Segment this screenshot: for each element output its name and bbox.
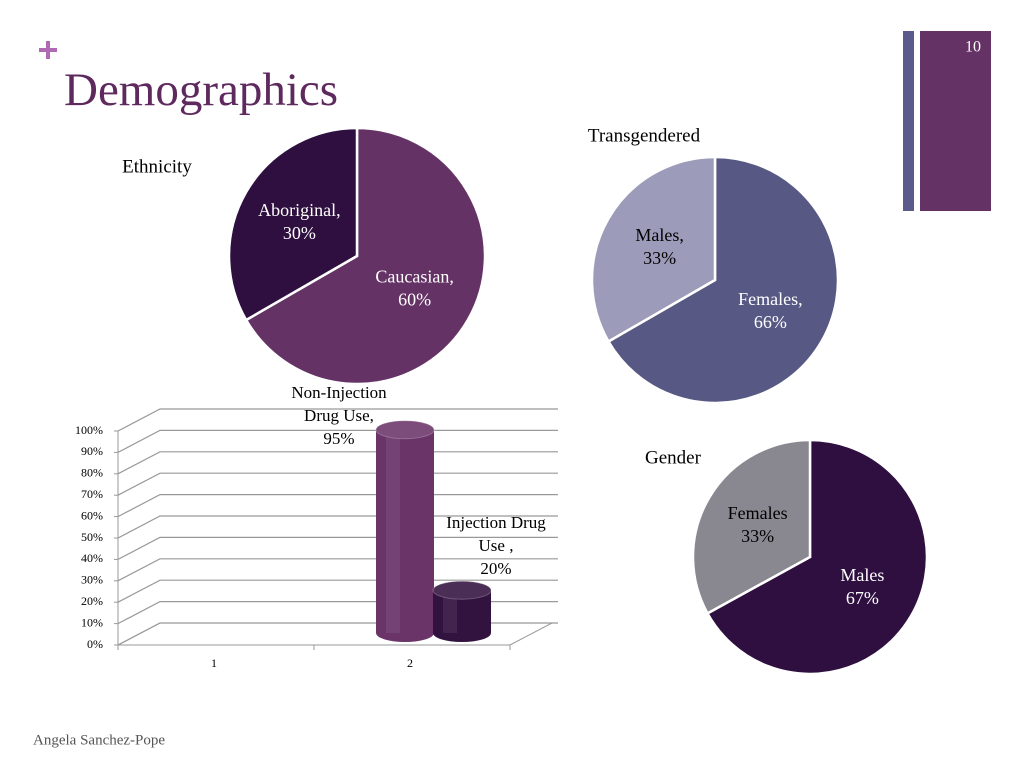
y-tick-label: 60% — [81, 508, 103, 522]
bar-top-shade — [376, 420, 434, 439]
series-name-label: Non-Injection Drug Use, — [291, 383, 387, 425]
slice-value-label: 33% — [741, 526, 774, 546]
footer: Angela Sanchez-Pope — [33, 732, 165, 748]
pie-slice — [606, 155, 840, 405]
bar-top — [432, 580, 492, 600]
slice-category-label: Males, — [635, 225, 684, 245]
slide-number: 10 — [965, 39, 981, 56]
chart-title: Ethnicity — [122, 156, 192, 177]
slice-category-label: Caucasian, — [375, 266, 453, 286]
y-tick-label: 0% — [87, 637, 103, 651]
slice-value-label: 66% — [754, 312, 787, 332]
slice-category-label: Males — [840, 565, 884, 585]
bar-label: Non-Injection Drug Use, 95% — [291, 381, 387, 450]
bar-top-shade — [433, 581, 491, 600]
y-tick-label: 100% — [75, 423, 103, 437]
pie-slice — [691, 438, 812, 616]
bar-label: Injection Drug Use , 20% — [440, 511, 552, 580]
grid-line — [117, 408, 558, 432]
grid-line — [117, 579, 558, 603]
y-tick-label: 90% — [81, 444, 103, 458]
y-tick-label: 10% — [81, 615, 103, 629]
pie-slice — [705, 438, 929, 676]
y-tick-label: 30% — [81, 573, 103, 587]
slice-value-label: 60% — [398, 289, 431, 309]
plus-icon-v — [46, 41, 50, 59]
bar-shine — [386, 429, 400, 633]
y-tick-label: 50% — [81, 530, 103, 544]
slice-category-label: Females, — [738, 289, 803, 309]
y-tick-label: 80% — [81, 466, 103, 480]
slide-title: Demographics — [64, 64, 338, 116]
pie-slice — [227, 126, 359, 322]
chart-title: Gender — [645, 447, 702, 468]
grid-line — [117, 451, 558, 475]
x-tick-label: 2 — [407, 656, 413, 670]
bar — [432, 580, 492, 642]
x-tick-label: 1 — [211, 656, 217, 670]
grid-line — [117, 600, 558, 625]
slice-value-label: 30% — [283, 223, 316, 243]
y-tick-label: 40% — [81, 551, 103, 565]
y-tick-label: 70% — [81, 487, 103, 501]
bar-shine — [443, 590, 457, 633]
bar-value-label: 20% — [480, 559, 512, 578]
accent-bar — [903, 31, 914, 211]
grid-line — [117, 472, 558, 496]
slice-category-label: Aboriginal, — [258, 200, 341, 220]
bar-top — [375, 420, 435, 440]
slice-value-label: 33% — [643, 248, 676, 268]
bar-value-label: 95% — [323, 429, 355, 448]
pie-slice — [244, 126, 487, 386]
pie-slice — [590, 155, 717, 344]
slice-category-label: Females — [728, 503, 788, 523]
bar — [375, 420, 435, 642]
series-name-label: Injection Drug Use , — [446, 513, 546, 555]
bar-body — [376, 429, 434, 633]
y-tick-label: 20% — [81, 594, 103, 608]
accent-block — [920, 31, 991, 211]
chart-title: Transgendered — [588, 125, 701, 146]
slice-value-label: 67% — [846, 588, 879, 608]
